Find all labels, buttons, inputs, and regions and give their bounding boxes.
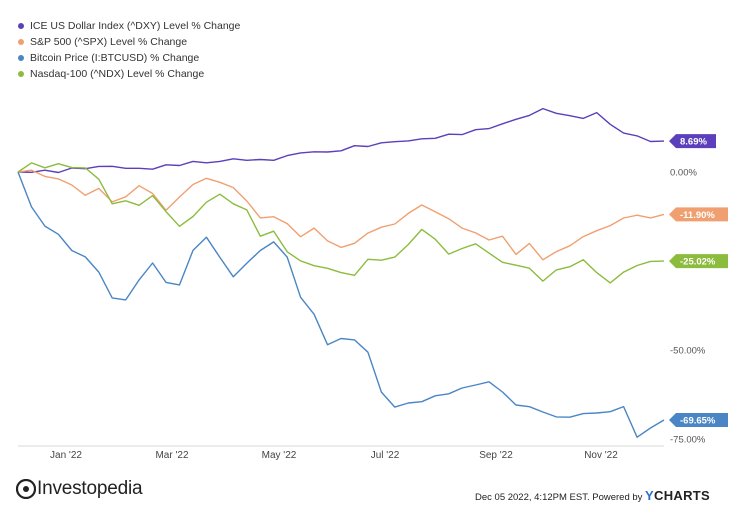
end-label-dxy: 8.69% xyxy=(680,137,707,148)
legend-item-dxy[interactable]: ICE US Dollar Index (^DXY) Level % Chang… xyxy=(18,18,240,34)
end-label-spx: -11.90% xyxy=(680,210,715,221)
investopedia-logo: Investopedia xyxy=(16,478,143,500)
legend: ICE US Dollar Index (^DXY) Level % Chang… xyxy=(18,18,240,82)
end-badge-dxy xyxy=(669,134,716,149)
end-label-btc: -69.65% xyxy=(680,415,716,426)
footer-credit: Dec 05 2022, 4:12PM EST. Powered by YCHA… xyxy=(475,488,710,503)
end-badge-spx xyxy=(669,207,728,222)
y-tick-label: 0.00% xyxy=(670,168,697,179)
legend-item-spx[interactable]: S&P 500 (^SPX) Level % Change xyxy=(18,34,240,50)
legend-item-btc[interactable]: Bitcoin Price (I:BTCUSD) % Change xyxy=(18,50,240,66)
legend-item-ndx[interactable]: Nasdaq-100 (^NDX) Level % Change xyxy=(18,66,240,82)
x-tick-label: Jul '22 xyxy=(371,450,400,461)
series-line-btc[interactable] xyxy=(17,171,665,438)
legend-label-spx: S&P 500 (^SPX) Level % Change xyxy=(30,36,188,48)
legend-dot-ndx xyxy=(18,71,24,77)
end-badge-ndx xyxy=(669,254,728,269)
ycharts-logo-y: Y xyxy=(645,488,655,503)
footer-timestamp: Dec 05 2022, 4:12PM EST. xyxy=(475,492,590,503)
legend-label-ndx: Nasdaq-100 (^NDX) Level % Change xyxy=(30,68,205,80)
x-tick-label: Nov '22 xyxy=(584,450,618,461)
investopedia-mark-icon xyxy=(16,479,36,499)
y-tick-label: -75.00% xyxy=(670,435,706,446)
footer-powered-by: Powered by xyxy=(592,492,643,503)
legend-label-dxy: ICE US Dollar Index (^DXY) Level % Chang… xyxy=(30,20,241,32)
x-tick-label: Sep '22 xyxy=(479,450,513,461)
legend-dot-btc xyxy=(18,55,24,61)
ycharts-logo[interactable]: YCHARTS xyxy=(645,488,710,503)
end-label-ndx: -25.02% xyxy=(680,257,716,268)
legend-dot-spx xyxy=(18,39,24,45)
legend-label-btc: Bitcoin Price (I:BTCUSD) % Change xyxy=(30,52,200,64)
x-tick-label: Jan '22 xyxy=(50,450,82,461)
legend-dot-dxy xyxy=(18,23,24,29)
ycharts-logo-rest: CHARTS xyxy=(654,488,710,503)
series-line-dxy[interactable] xyxy=(17,107,665,174)
x-tick-label: May '22 xyxy=(262,450,297,461)
y-tick-label: -50.00% xyxy=(670,346,706,357)
series-line-spx[interactable] xyxy=(17,169,665,261)
brand-name: Investopedia xyxy=(37,478,143,499)
x-tick-label: Mar '22 xyxy=(155,450,188,461)
end-badge-btc xyxy=(669,412,728,427)
series-line-ndx[interactable] xyxy=(17,162,665,284)
